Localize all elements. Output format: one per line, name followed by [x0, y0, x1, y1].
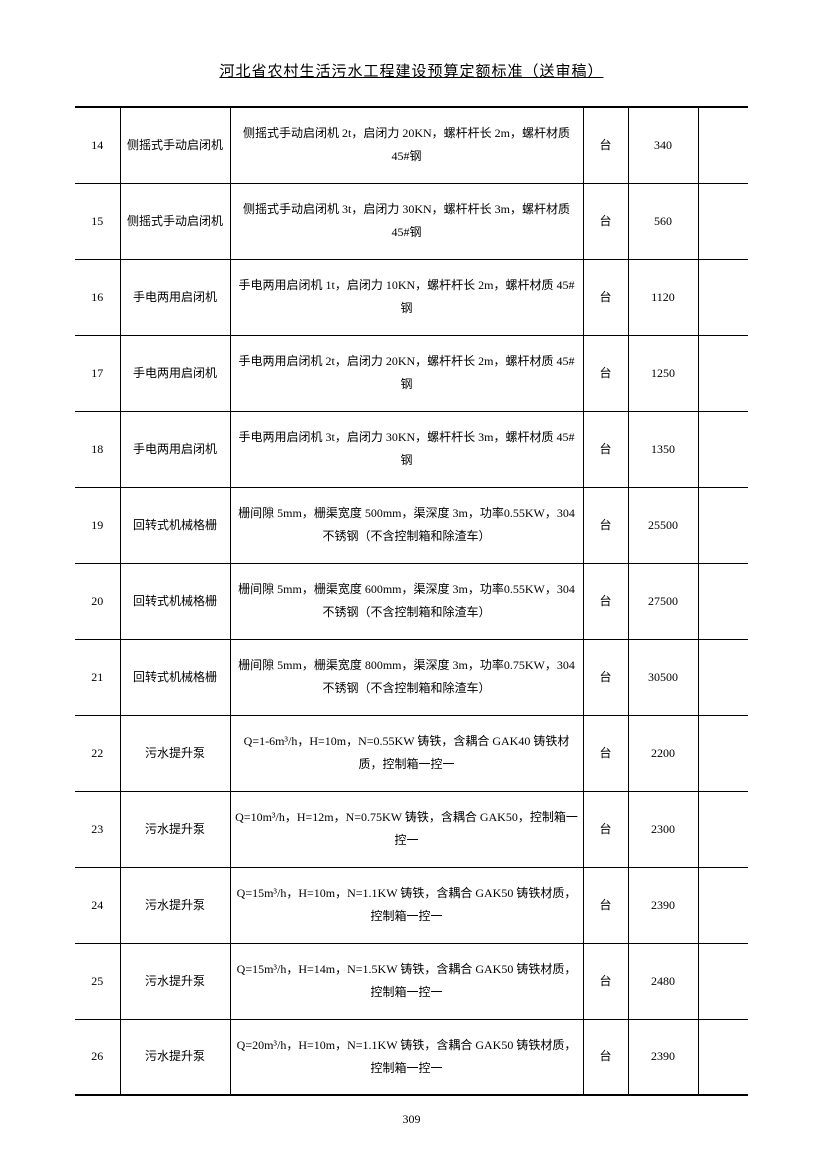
cell-spec: 手电两用启闭机 3t，启闭力 30KN，螺杆杆长 3m，螺杆材质 45#钢: [230, 411, 583, 487]
cell-price: 27500: [628, 563, 698, 639]
cell-no: 22: [75, 715, 120, 791]
cell-unit: 台: [583, 563, 628, 639]
cell-spec: Q=1-6m³/h，H=10m，N=0.55KW 铸铁，含耦合 GAK40 铸铁…: [230, 715, 583, 791]
cell-unit: 台: [583, 867, 628, 943]
cell-spec: 栅间隙 5mm，栅渠宽度 500mm，渠深度 3m，功率0.55KW，304 不…: [230, 487, 583, 563]
cell-no: 15: [75, 183, 120, 259]
table-row: 16手电两用启闭机手电两用启闭机 1t，启闭力 10KN，螺杆杆长 2m，螺杆材…: [75, 259, 748, 335]
cell-price: 1250: [628, 335, 698, 411]
cell-note: [698, 1019, 748, 1095]
cell-note: [698, 487, 748, 563]
cell-name: 污水提升泵: [120, 943, 230, 1019]
cell-price: 25500: [628, 487, 698, 563]
page-number: 309: [0, 1112, 823, 1127]
cell-note: [698, 563, 748, 639]
table-row: 21回转式机械格栅栅间隙 5mm，栅渠宽度 800mm，渠深度 3m，功率0.7…: [75, 639, 748, 715]
cell-unit: 台: [583, 639, 628, 715]
cell-name: 回转式机械格栅: [120, 563, 230, 639]
cell-unit: 台: [583, 1019, 628, 1095]
table-row: 17手电两用启闭机手电两用启闭机 2t，启闭力 20KN，螺杆杆长 2m，螺杆材…: [75, 335, 748, 411]
cell-no: 21: [75, 639, 120, 715]
cell-name: 回转式机械格栅: [120, 639, 230, 715]
cell-name: 回转式机械格栅: [120, 487, 230, 563]
cell-no: 25: [75, 943, 120, 1019]
cell-price: 340: [628, 107, 698, 183]
cell-unit: 台: [583, 107, 628, 183]
cell-price: 2480: [628, 943, 698, 1019]
cell-no: 24: [75, 867, 120, 943]
table-row: 26污水提升泵Q=20m³/h，H=10m，N=1.1KW 铸铁，含耦合 GAK…: [75, 1019, 748, 1095]
cell-unit: 台: [583, 411, 628, 487]
cell-price: 2200: [628, 715, 698, 791]
cell-unit: 台: [583, 715, 628, 791]
cell-price: 1120: [628, 259, 698, 335]
cell-note: [698, 867, 748, 943]
table-row: 14侧摇式手动启闭机侧摇式手动启闭机 2t，启闭力 20KN，螺杆杆长 2m，螺…: [75, 107, 748, 183]
cell-price: 560: [628, 183, 698, 259]
cell-note: [698, 411, 748, 487]
cell-price: 2390: [628, 867, 698, 943]
cell-no: 26: [75, 1019, 120, 1095]
cell-spec: 侧摇式手动启闭机 3t，启闭力 30KN，螺杆杆长 3m，螺杆材质 45#钢: [230, 183, 583, 259]
table-row: 15侧摇式手动启闭机侧摇式手动启闭机 3t，启闭力 30KN，螺杆杆长 3m，螺…: [75, 183, 748, 259]
cell-name: 污水提升泵: [120, 1019, 230, 1095]
cell-name: 污水提升泵: [120, 867, 230, 943]
cell-spec: 侧摇式手动启闭机 2t，启闭力 20KN，螺杆杆长 2m，螺杆材质 45#钢: [230, 107, 583, 183]
cell-name: 污水提升泵: [120, 791, 230, 867]
cell-price: 2390: [628, 1019, 698, 1095]
cell-unit: 台: [583, 487, 628, 563]
cell-unit: 台: [583, 943, 628, 1019]
cell-note: [698, 791, 748, 867]
cell-note: [698, 715, 748, 791]
cell-spec: 栅间隙 5mm，栅渠宽度 600mm，渠深度 3m，功率0.55KW，304 不…: [230, 563, 583, 639]
table-row: 18手电两用启闭机手电两用启闭机 3t，启闭力 30KN，螺杆杆长 3m，螺杆材…: [75, 411, 748, 487]
cell-note: [698, 183, 748, 259]
cell-no: 20: [75, 563, 120, 639]
cell-no: 16: [75, 259, 120, 335]
page-header: 河北省农村生活污水工程建设预算定额标准（送审稿）: [75, 60, 748, 81]
budget-table: 14侧摇式手动启闭机侧摇式手动启闭机 2t，启闭力 20KN，螺杆杆长 2m，螺…: [75, 106, 748, 1096]
cell-name: 手电两用启闭机: [120, 335, 230, 411]
cell-price: 2300: [628, 791, 698, 867]
cell-unit: 台: [583, 183, 628, 259]
cell-unit: 台: [583, 259, 628, 335]
cell-note: [698, 107, 748, 183]
cell-no: 14: [75, 107, 120, 183]
table-row: 20回转式机械格栅栅间隙 5mm，栅渠宽度 600mm，渠深度 3m，功率0.5…: [75, 563, 748, 639]
cell-price: 30500: [628, 639, 698, 715]
cell-note: [698, 259, 748, 335]
cell-spec: 手电两用启闭机 1t，启闭力 10KN，螺杆杆长 2m，螺杆材质 45#钢: [230, 259, 583, 335]
cell-name: 侧摇式手动启闭机: [120, 107, 230, 183]
table-row: 22污水提升泵Q=1-6m³/h，H=10m，N=0.55KW 铸铁，含耦合 G…: [75, 715, 748, 791]
cell-spec: 手电两用启闭机 2t，启闭力 20KN，螺杆杆长 2m，螺杆材质 45#钢: [230, 335, 583, 411]
cell-note: [698, 943, 748, 1019]
cell-spec: Q=15m³/h，H=10m，N=1.1KW 铸铁，含耦合 GAK50 铸铁材质…: [230, 867, 583, 943]
cell-unit: 台: [583, 335, 628, 411]
cell-spec: 栅间隙 5mm，栅渠宽度 800mm，渠深度 3m，功率0.75KW，304 不…: [230, 639, 583, 715]
cell-name: 手电两用启闭机: [120, 411, 230, 487]
cell-no: 23: [75, 791, 120, 867]
cell-name: 污水提升泵: [120, 715, 230, 791]
table-row: 25污水提升泵Q=15m³/h，H=14m，N=1.5KW 铸铁，含耦合 GAK…: [75, 943, 748, 1019]
cell-price: 1350: [628, 411, 698, 487]
cell-spec: Q=15m³/h，H=14m，N=1.5KW 铸铁，含耦合 GAK50 铸铁材质…: [230, 943, 583, 1019]
cell-no: 18: [75, 411, 120, 487]
cell-note: [698, 639, 748, 715]
table-row: 23污水提升泵Q=10m³/h，H=12m，N=0.75KW 铸铁，含耦合 GA…: [75, 791, 748, 867]
cell-no: 17: [75, 335, 120, 411]
cell-unit: 台: [583, 791, 628, 867]
table-row: 24污水提升泵Q=15m³/h，H=10m，N=1.1KW 铸铁，含耦合 GAK…: [75, 867, 748, 943]
table-row: 19回转式机械格栅栅间隙 5mm，栅渠宽度 500mm，渠深度 3m，功率0.5…: [75, 487, 748, 563]
cell-name: 手电两用启闭机: [120, 259, 230, 335]
cell-spec: Q=20m³/h，H=10m，N=1.1KW 铸铁，含耦合 GAK50 铸铁材质…: [230, 1019, 583, 1095]
cell-spec: Q=10m³/h，H=12m，N=0.75KW 铸铁，含耦合 GAK50，控制箱…: [230, 791, 583, 867]
cell-note: [698, 335, 748, 411]
cell-no: 19: [75, 487, 120, 563]
cell-name: 侧摇式手动启闭机: [120, 183, 230, 259]
